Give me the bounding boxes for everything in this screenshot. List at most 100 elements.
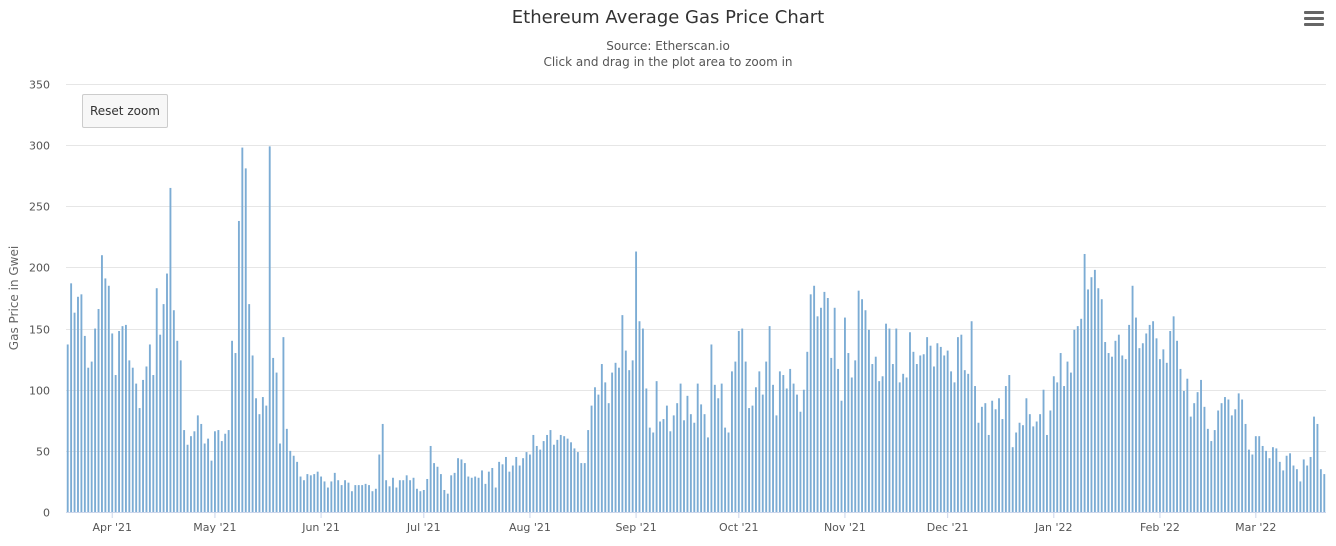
bar[interactable] [1028, 414, 1031, 512]
bar[interactable] [796, 394, 798, 512]
bar[interactable] [481, 470, 483, 512]
bar[interactable] [1155, 338, 1158, 512]
bar[interactable] [552, 444, 555, 512]
bar[interactable] [279, 443, 281, 512]
bar[interactable] [436, 466, 439, 512]
bar[interactable] [439, 474, 442, 512]
bar[interactable] [176, 340, 179, 512]
bar[interactable] [1244, 423, 1247, 512]
bar[interactable] [272, 357, 275, 512]
bar[interactable] [799, 411, 802, 512]
bar[interactable] [778, 371, 781, 512]
bar[interactable] [854, 360, 857, 512]
bar[interactable] [241, 147, 244, 512]
bar[interactable] [313, 474, 316, 512]
bar[interactable] [323, 481, 326, 512]
bar[interactable] [895, 328, 898, 512]
bar[interactable] [1271, 447, 1274, 512]
bar[interactable] [912, 351, 915, 512]
bar[interactable] [515, 456, 518, 512]
bar[interactable] [539, 449, 542, 512]
bar[interactable] [998, 398, 1000, 512]
bar[interactable] [487, 471, 490, 512]
bar[interactable] [1227, 399, 1230, 513]
bar[interactable] [823, 291, 826, 512]
bar[interactable] [1165, 362, 1168, 512]
bar[interactable] [1275, 448, 1278, 512]
bar[interactable] [1035, 421, 1038, 512]
bar[interactable] [1097, 288, 1100, 512]
bar[interactable] [1056, 382, 1059, 512]
bar[interactable] [607, 403, 610, 512]
bar[interactable] [237, 220, 240, 512]
bar[interactable] [248, 304, 251, 512]
bar[interactable] [374, 488, 377, 512]
bar[interactable] [518, 465, 521, 512]
bar[interactable] [388, 486, 391, 512]
bar[interactable] [1145, 333, 1148, 512]
bar[interactable] [1210, 441, 1213, 512]
bar[interactable] [292, 455, 295, 512]
bar[interactable] [97, 309, 100, 512]
bar[interactable] [1306, 465, 1309, 512]
bar[interactable] [768, 326, 771, 512]
bar[interactable] [850, 377, 853, 512]
bar[interactable] [1220, 403, 1223, 512]
bar[interactable] [542, 441, 545, 512]
bar[interactable] [1114, 340, 1117, 512]
bar[interactable] [361, 485, 364, 512]
bar[interactable] [145, 366, 148, 512]
bar[interactable] [1172, 316, 1175, 512]
bar[interactable] [1022, 425, 1024, 512]
bar[interactable] [672, 415, 675, 512]
bar[interactable] [1004, 386, 1007, 512]
bar[interactable] [258, 414, 261, 512]
bar[interactable] [344, 480, 346, 512]
bar[interactable] [956, 337, 959, 512]
bar[interactable] [159, 334, 162, 512]
bar[interactable] [337, 480, 340, 512]
bar[interactable] [898, 382, 901, 512]
bar[interactable] [576, 452, 579, 512]
bar[interactable] [727, 432, 730, 512]
bar[interactable] [381, 423, 384, 512]
bar[interactable] [878, 381, 881, 512]
bar[interactable] [902, 373, 905, 512]
bar[interactable] [1104, 342, 1107, 512]
bar[interactable] [433, 463, 436, 512]
bar[interactable] [231, 340, 233, 512]
bar[interactable] [217, 430, 220, 512]
bar[interactable] [857, 290, 860, 512]
bar[interactable] [94, 328, 97, 512]
bar[interactable] [1076, 326, 1079, 512]
bar[interactable] [1032, 426, 1035, 512]
bar[interactable] [861, 299, 863, 512]
bar[interactable] [1217, 410, 1220, 513]
bar[interactable] [1046, 434, 1048, 512]
bar[interactable] [463, 463, 466, 512]
bar[interactable] [785, 388, 788, 512]
bar[interactable] [1069, 372, 1072, 512]
bar[interactable] [330, 481, 333, 512]
bar[interactable] [1278, 461, 1281, 512]
bar[interactable] [1015, 432, 1018, 512]
bar[interactable] [1052, 376, 1055, 512]
bar[interactable] [549, 430, 552, 512]
bar[interactable] [505, 456, 507, 512]
bar[interactable] [303, 480, 305, 512]
bar[interactable] [429, 445, 432, 512]
bar[interactable] [782, 375, 785, 512]
bar[interactable] [826, 298, 829, 512]
bar[interactable] [148, 344, 151, 512]
bar[interactable] [641, 328, 644, 512]
bar[interactable] [980, 406, 983, 512]
bar[interactable] [635, 251, 638, 512]
bar[interactable] [604, 382, 607, 512]
bar[interactable] [193, 431, 196, 512]
bar[interactable] [628, 370, 631, 512]
bar[interactable] [1018, 422, 1021, 512]
bar[interactable] [416, 488, 418, 512]
bar[interactable] [583, 463, 586, 512]
bar[interactable] [905, 377, 908, 512]
